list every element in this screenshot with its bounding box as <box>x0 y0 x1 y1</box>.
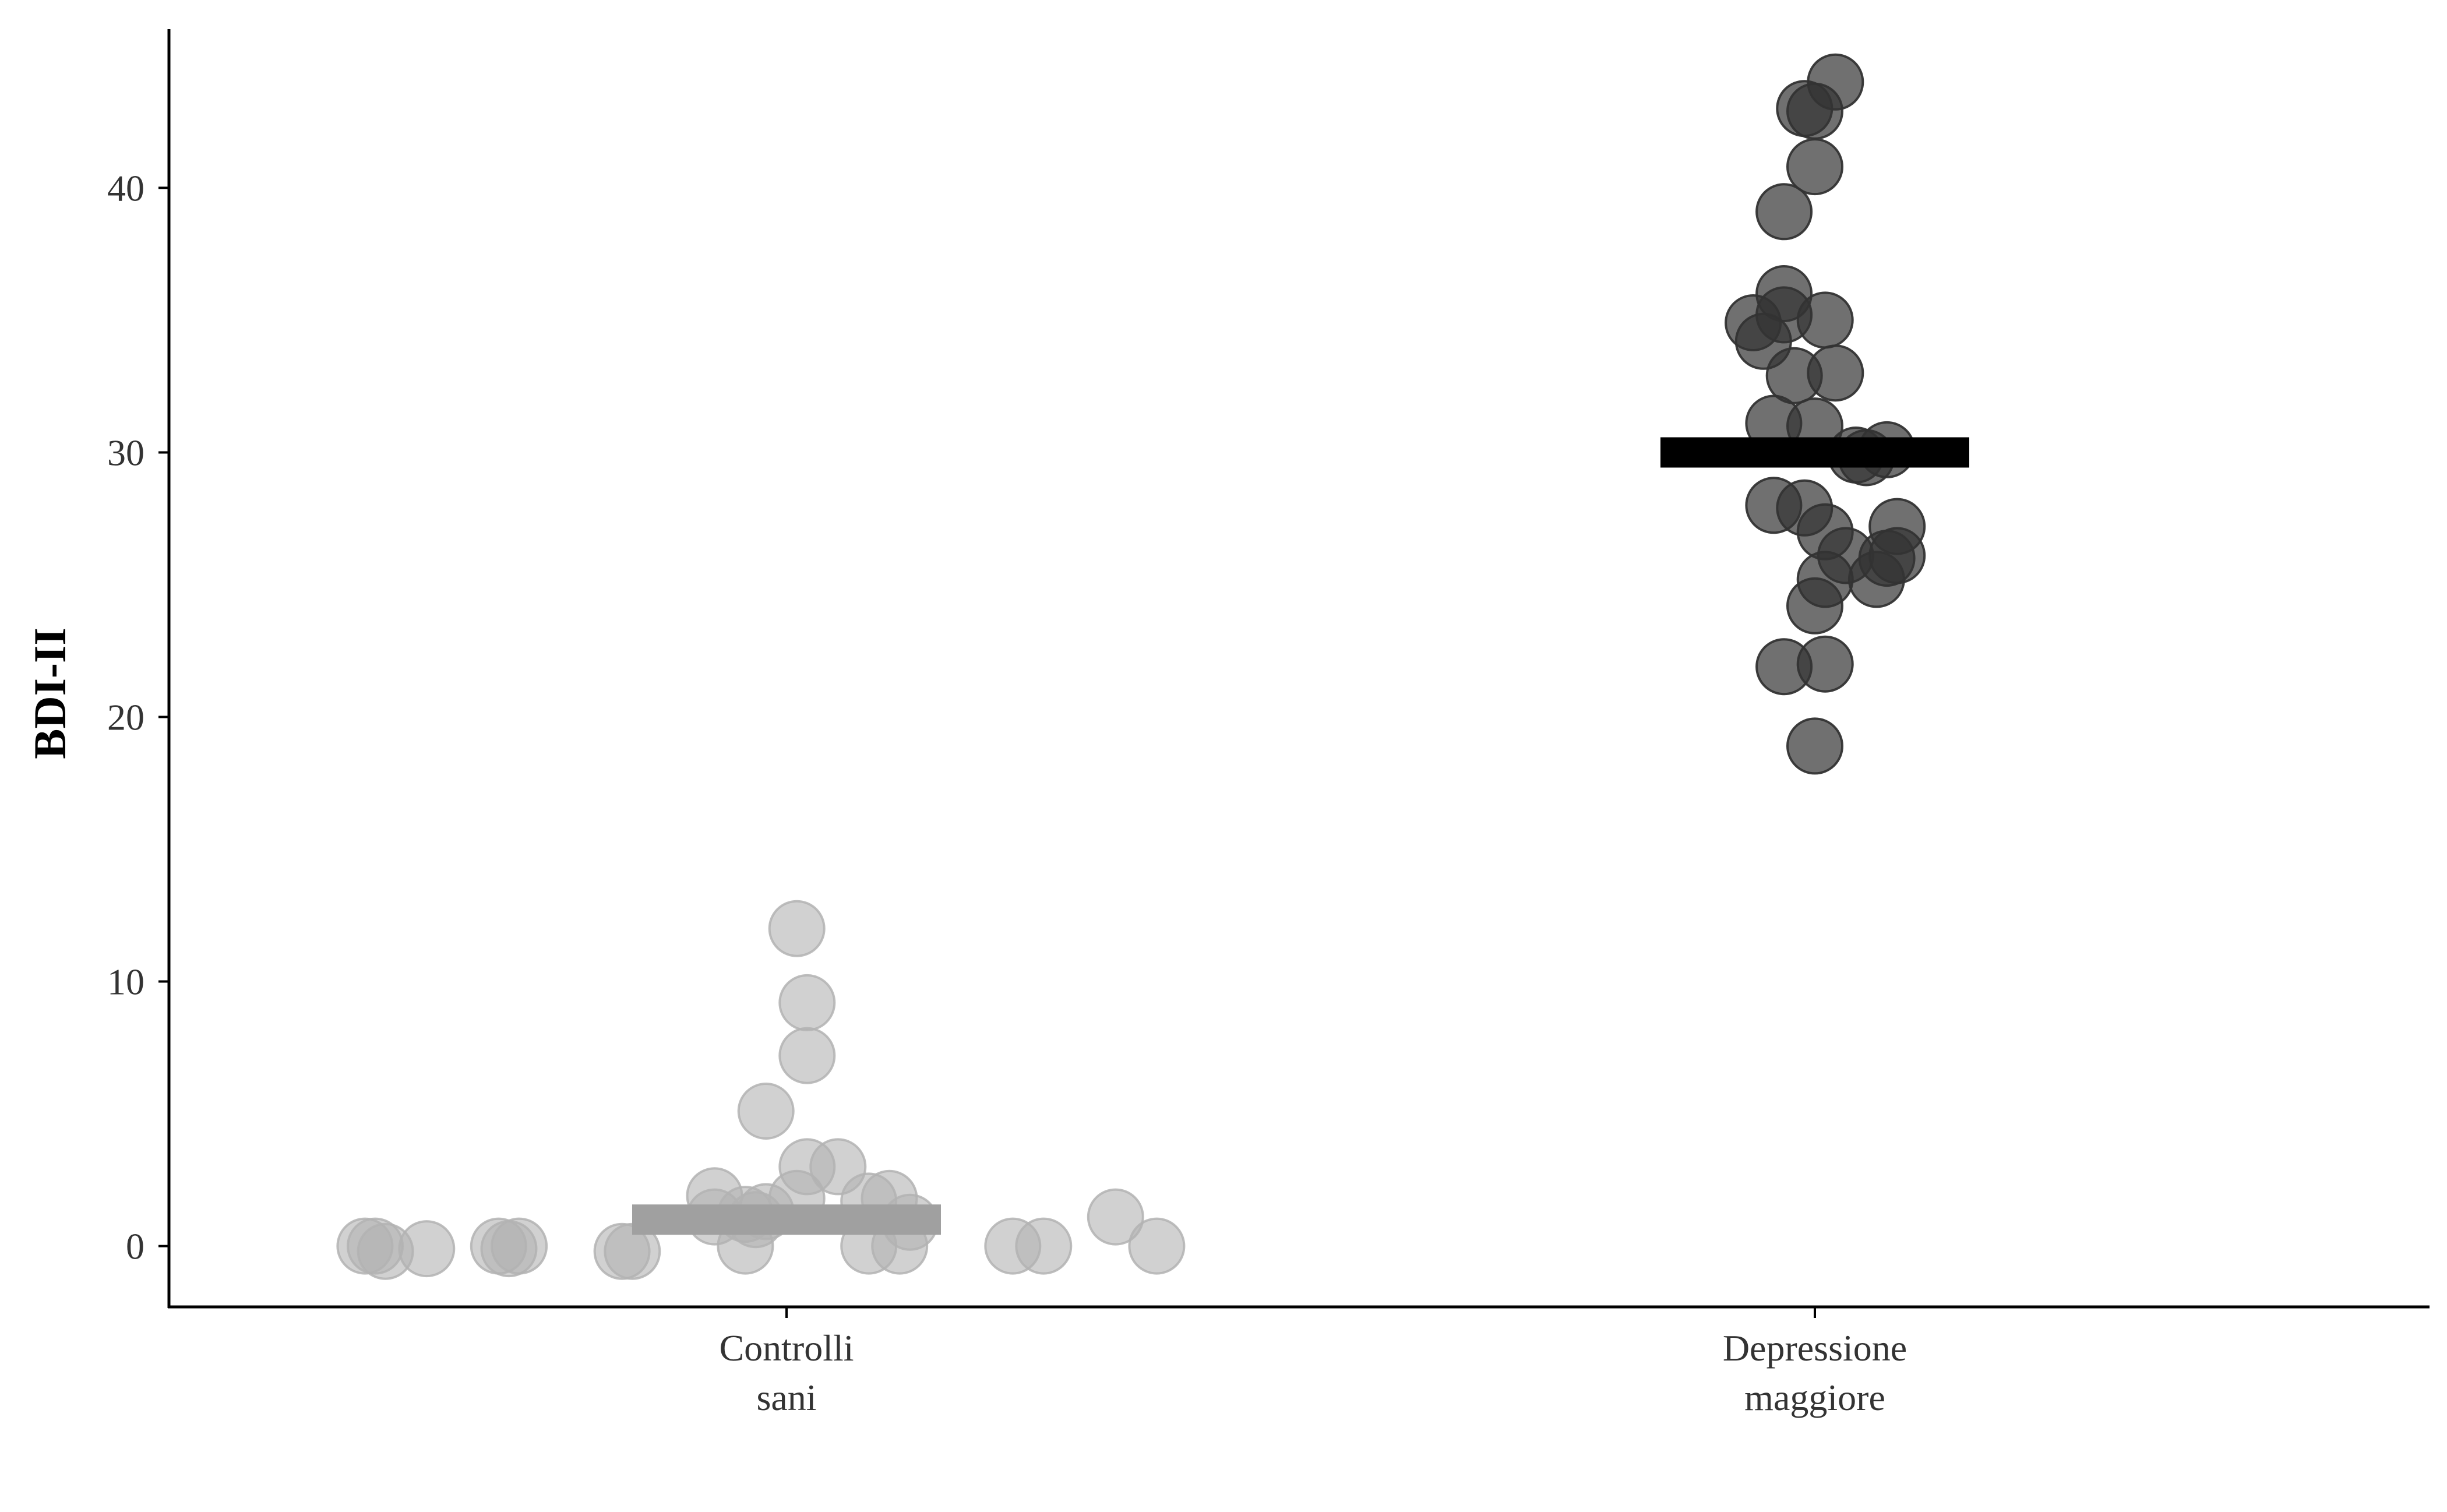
data-point <box>778 974 836 1031</box>
data-point <box>398 1220 456 1278</box>
x-tick-label: sani <box>756 1377 816 1418</box>
data-point <box>737 1083 795 1140</box>
data-point <box>1786 138 1843 196</box>
mean-bar-2 <box>1660 437 1969 468</box>
x-tick-label: maggiore <box>1744 1377 1885 1418</box>
y-tick-label: 40 <box>107 167 144 209</box>
data-point <box>1755 183 1813 241</box>
points-layer <box>336 53 1926 1280</box>
data-point <box>1796 635 1854 693</box>
data-point <box>1786 577 1843 635</box>
data-point <box>768 900 826 957</box>
data-point <box>1786 717 1843 775</box>
mean-bar-1 <box>632 1204 941 1235</box>
x-tick-label: Controlli <box>719 1327 854 1369</box>
data-point <box>1087 1188 1144 1246</box>
data-point <box>1128 1217 1186 1275</box>
series-1-points <box>336 900 1186 1280</box>
data-point <box>1868 527 1926 584</box>
y-tick-label: 10 <box>107 961 144 1003</box>
x-tick-label: Depressione <box>1723 1327 1907 1369</box>
y-tick-label: 0 <box>126 1226 144 1267</box>
y-axis-ticks: 0 10 20 30 40 <box>107 167 169 1267</box>
data-point <box>491 1217 548 1275</box>
data-point <box>1786 82 1843 140</box>
y-tick-label: 20 <box>107 696 144 738</box>
x-axis-ticks: Controlli sani Depressione maggiore <box>719 1307 1907 1418</box>
y-axis-title: BDI-II <box>24 628 75 759</box>
means-layer <box>632 437 1969 1235</box>
series-2-points <box>1725 53 1926 775</box>
data-point <box>1807 344 1864 402</box>
data-point <box>1796 291 1854 349</box>
data-point <box>778 1027 836 1084</box>
data-point <box>1015 1217 1073 1275</box>
y-tick-label: 30 <box>107 432 144 473</box>
